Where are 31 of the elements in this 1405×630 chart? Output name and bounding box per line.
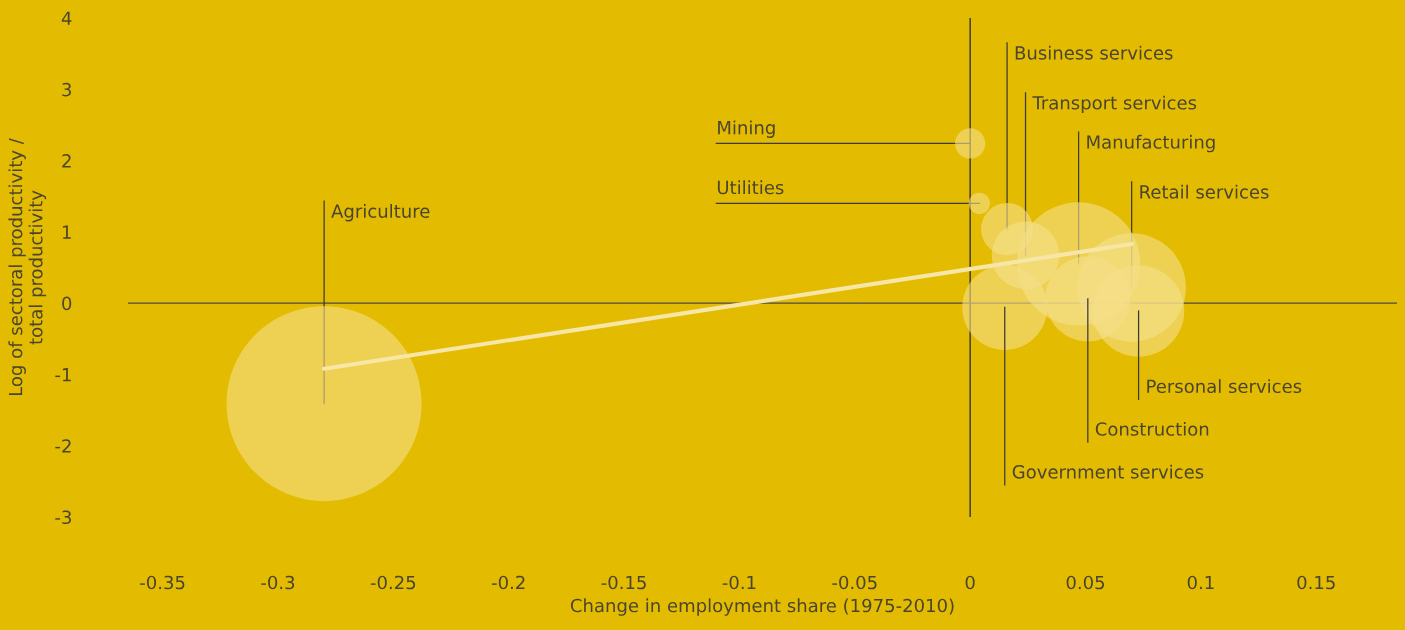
y-axis-title: Log of sectoral productivity / total productivity	[8, 138, 47, 396]
annotation: Government services	[1012, 464, 1204, 479]
x-axis-title: Change in employment share (1975-2010)	[570, 598, 954, 616]
x-tick-label: -0.25	[370, 575, 416, 590]
x-tick-label: -0.05	[832, 575, 877, 590]
annotation: Construction	[1095, 421, 1209, 436]
y-tick-label: 2	[62, 154, 71, 168]
annotation: Mining	[718, 120, 775, 138]
x-tick-label: 0	[965, 575, 975, 590]
x-tick-label: -0.15	[601, 575, 646, 590]
x-tick-label: 0.1	[1187, 575, 1214, 590]
x-tick-label: -0.35	[140, 575, 185, 590]
y-tick-label: 4	[61, 11, 72, 25]
y-tick-label: -2	[55, 439, 71, 453]
x-tick-label: -0.3	[261, 575, 295, 590]
annotation: Utilities	[717, 180, 784, 195]
annotation: Agriculture	[331, 203, 430, 222]
annotation: Retail services	[1140, 184, 1269, 199]
x-tick-label: 0.15	[1297, 575, 1335, 590]
annotation: Transport services	[1032, 95, 1197, 114]
x-tick-label: -0.2	[491, 575, 525, 590]
y-tick-label: -3	[55, 510, 71, 525]
x-tick-label: 0.05	[1066, 575, 1105, 590]
y-tick-label: -1	[55, 368, 71, 382]
y-tick-label: 0	[62, 296, 72, 311]
x-tick-label: -0.1	[722, 575, 756, 590]
annotation: Business services	[1015, 45, 1173, 60]
annotation: Manufacturing	[1087, 134, 1215, 153]
y-tick-label: 1	[62, 225, 71, 239]
annotation: Personal services	[1147, 379, 1302, 394]
y-tick-label: 3	[62, 82, 71, 97]
